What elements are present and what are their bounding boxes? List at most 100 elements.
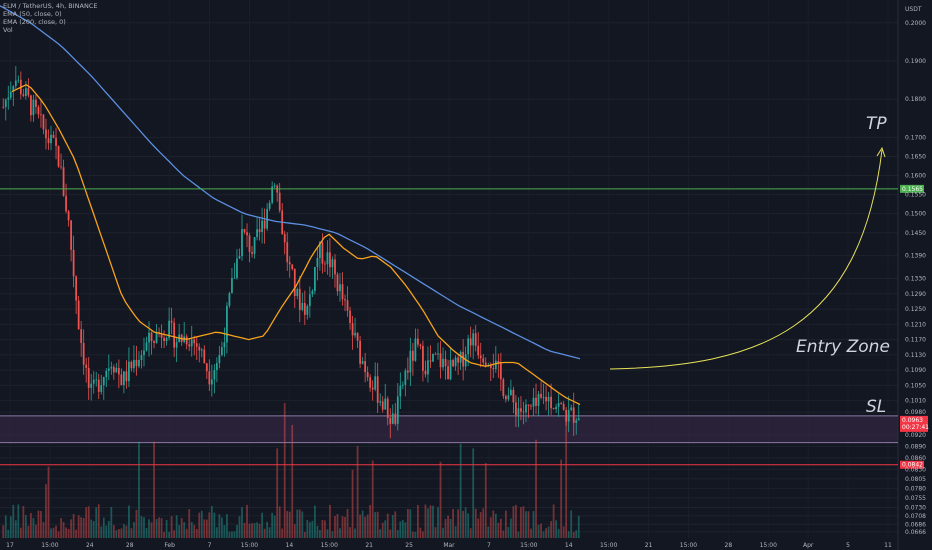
candle-body: [507, 395, 510, 400]
volume-bar: [434, 527, 437, 538]
volume-bar: [268, 527, 271, 538]
candle-body: [560, 402, 563, 404]
volume-bar: [298, 509, 301, 538]
price-tick-label: 0.1050: [905, 382, 926, 389]
volume-bar: [57, 531, 60, 538]
volume-bar: [195, 529, 198, 538]
volume-bar: [133, 522, 135, 538]
candle-body: [442, 358, 444, 368]
volume-bar: [354, 528, 356, 538]
legend-ema200[interactable]: EMA (200, close, 0): [3, 18, 66, 26]
volume-bar: [439, 461, 442, 538]
volume-bar: [399, 521, 402, 538]
volume-bar: [489, 517, 492, 538]
time-tick-label: 5: [846, 542, 850, 549]
volume-bar: [341, 516, 344, 538]
candle-body: [210, 379, 213, 385]
volume-bar: [535, 439, 537, 538]
projection-arrow: [609, 146, 886, 370]
candle-body: [489, 365, 492, 368]
volume-bar: [469, 528, 472, 538]
candle-body: [316, 258, 319, 267]
volume-bar: [371, 460, 374, 538]
projection-arrow-head: [876, 146, 886, 158]
volume-bar: [288, 511, 291, 538]
ema200-line: [0, 5, 581, 360]
candle-body: [128, 361, 130, 382]
candle-body: [344, 299, 346, 301]
candle-body: [542, 397, 545, 398]
candle-body: [241, 229, 243, 257]
time-tick-label: 15:00: [760, 542, 777, 549]
volume-bar: [308, 522, 311, 538]
candle-body: [92, 379, 95, 384]
candle-body: [296, 288, 299, 297]
candle-body: [110, 366, 113, 369]
price-tick-label: 0.0686: [905, 521, 926, 528]
volume-bar: [12, 504, 15, 538]
volume-bar: [22, 506, 25, 538]
volume-bar: [236, 524, 238, 538]
projection-arrow-path: [609, 149, 883, 370]
volume-bar: [261, 512, 263, 538]
volume-bar: [520, 507, 522, 538]
candle-body: [444, 358, 447, 367]
candle-body: [535, 397, 537, 406]
candle-body: [248, 235, 251, 252]
volume-bar: [311, 520, 314, 538]
volume-bar: [185, 528, 188, 538]
candle-body: [439, 353, 442, 368]
candle-body: [462, 351, 465, 367]
candle-body: [55, 137, 57, 146]
volume-bar: [472, 448, 475, 538]
candle-body: [374, 376, 377, 390]
time-tick-label: 7: [208, 542, 212, 549]
candle-body: [550, 396, 552, 409]
candle-body: [562, 403, 565, 410]
candle-body: [567, 409, 570, 422]
volume-bar: [379, 529, 382, 538]
candle-body: [324, 263, 326, 265]
candle-body: [47, 138, 50, 144]
candle-body: [190, 339, 193, 347]
volume-bar: [525, 511, 527, 538]
candle-body: [246, 232, 248, 236]
price-tick-label: 0.0805: [905, 476, 926, 483]
price-axis[interactable]: 0.2000 0.1900 0.1800 0.1700 0.1650 0.1600 0.15…: [905, 6, 926, 536]
time-axis[interactable]: 17 15:00 24 28 Feb 7 15:00 14 15:00 21 25 Mar 7 15:00…: [6, 542, 892, 549]
volume-bar: [175, 515, 178, 538]
candle-body: [35, 99, 37, 107]
price-tick-label: 0.0920: [905, 432, 926, 439]
volume-bar: [37, 510, 40, 538]
volume-bar: [72, 514, 75, 538]
volume-bar: [404, 522, 407, 538]
price-tick-label: 0.1330: [905, 276, 926, 283]
legend-symbol[interactable]: ELM / TetherUS, 4h, BINANCE: [3, 2, 98, 10]
candle-body: [437, 353, 439, 355]
legend-ema50[interactable]: EMA (50, close, 0): [3, 10, 62, 18]
candle-body: [459, 351, 462, 363]
volume-bar: [145, 528, 148, 538]
volume-bar: [7, 529, 10, 538]
volume-bar: [537, 524, 540, 538]
price-tick-label: 0.1700: [905, 134, 926, 141]
candle-body: [319, 242, 321, 259]
volume-bar: [457, 509, 459, 538]
candle-body: [123, 371, 125, 386]
candle-body: [376, 376, 379, 403]
candle-body: [60, 166, 62, 168]
candle-body: [261, 220, 263, 232]
volume-bar: [530, 528, 532, 538]
volume-bar: [459, 443, 462, 538]
volume-bar: [550, 521, 552, 538]
volume-bar: [319, 530, 321, 538]
volume-bar: [92, 521, 95, 538]
candle-body: [409, 350, 412, 373]
legend-vol[interactable]: Vol: [3, 26, 13, 34]
volume-bar: [153, 441, 155, 538]
volume-bar: [336, 514, 339, 538]
volume-bar: [188, 509, 191, 538]
candle-body: [85, 364, 88, 368]
candle-body: [223, 342, 226, 348]
